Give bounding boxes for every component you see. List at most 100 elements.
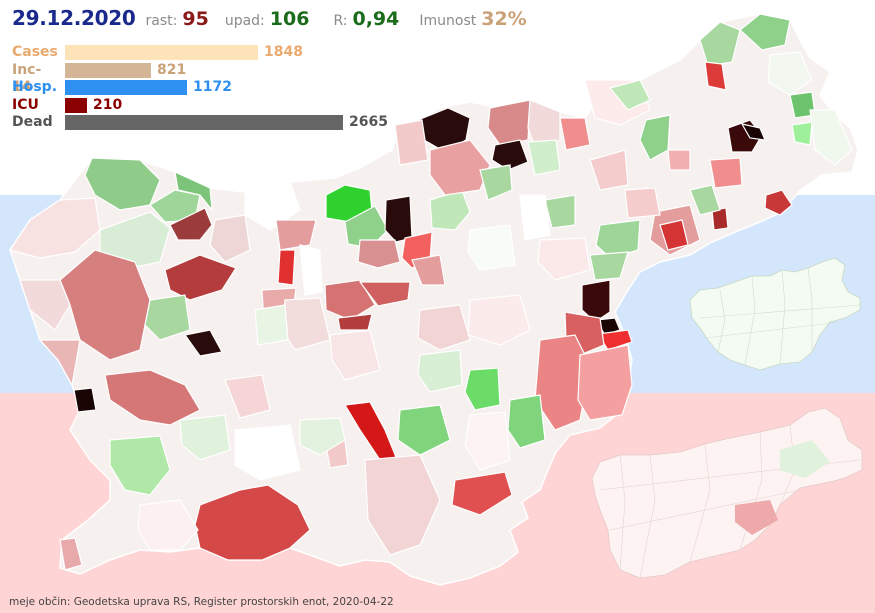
municipality-region: [9, 197, 101, 259]
municipality-region: [659, 219, 689, 251]
municipality-region: [84, 157, 161, 211]
stat-bar-icu: [65, 97, 87, 113]
overview-region-highlight: [735, 500, 778, 535]
municipality-region: [38, 339, 81, 387]
municipality-region: [544, 194, 576, 229]
r-value: 0,94: [352, 8, 400, 30]
municipality-region: [209, 214, 251, 263]
municipality-region: [491, 139, 529, 171]
municipality-region: [384, 195, 413, 243]
overview-borders-blue: [699, 267, 861, 366]
municipality-region: [224, 374, 271, 419]
municipality-region: [411, 254, 446, 286]
municipality-region: [234, 424, 301, 481]
stat-label-dead: Dead: [12, 114, 53, 130]
stat-value-icu: 210: [93, 96, 123, 113]
decline-value: 106: [269, 8, 310, 30]
municipality-region: [577, 344, 633, 421]
summary-line: 29.12.2020 rast: 95 upad: 106 R: 0,94 Im…: [12, 6, 527, 36]
municipality-region: [467, 224, 516, 271]
overview-region-green: [780, 440, 830, 478]
municipality-region: [689, 184, 721, 216]
municipality-region: [527, 139, 561, 176]
municipality-region: [429, 139, 491, 196]
municipality-region: [417, 349, 463, 393]
source-credit: meje občin: Geodetska uprava RS, Registe…: [9, 596, 394, 608]
municipality-region: [740, 123, 766, 141]
stat-value-hosp: 1172: [193, 79, 232, 95]
municipality-region: [169, 207, 213, 241]
decline-label: upad:: [224, 13, 265, 29]
municipality-region: [194, 484, 311, 561]
municipality-region: [451, 471, 513, 516]
stat-value-cases: 1848: [264, 44, 303, 60]
municipality-patches: [9, 13, 853, 571]
growth-value: 95: [182, 8, 209, 30]
municipality-region: [397, 404, 451, 456]
stat-label-inc14: Inc-14: [12, 61, 42, 95]
stat-bar-hosp: [65, 80, 187, 95]
municipality-region: [104, 369, 201, 426]
stat-bar-cases: [65, 45, 258, 60]
stat-label-hosp: Hosp.: [12, 79, 58, 95]
municipality-region: [183, 329, 223, 357]
municipality-region: [299, 244, 323, 296]
municipality-region: [711, 207, 729, 231]
municipality-region: [174, 170, 213, 212]
municipality-region: [809, 109, 853, 166]
municipality-region: [596, 329, 633, 351]
municipality-region: [739, 13, 791, 51]
stat-bar-dead: [65, 115, 343, 130]
municipality-region: [358, 281, 411, 307]
municipality-region: [709, 157, 743, 189]
stat-label-icu: ICU: [12, 96, 39, 113]
municipality-region: [464, 367, 501, 411]
municipality-region: [109, 435, 171, 496]
municipality-region: [559, 117, 591, 151]
municipality-region: [608, 79, 651, 111]
immunity-value: 32%: [481, 8, 527, 30]
municipality-region: [299, 417, 346, 456]
municipality-region: [277, 249, 296, 286]
r-label: R:: [333, 13, 348, 29]
municipality-region: [764, 189, 793, 216]
municipality-region: [507, 394, 546, 449]
municipality-region: [704, 61, 727, 91]
municipality-region: [479, 164, 513, 201]
municipality-region: [537, 237, 591, 281]
municipality-region: [624, 187, 661, 219]
municipality-region: [149, 189, 201, 223]
municipality-region: [275, 219, 317, 251]
municipality-region: [581, 279, 611, 323]
municipality-region: [639, 114, 671, 161]
stat-value-dead: 2665: [349, 114, 388, 130]
date-label: 29.12.2020: [12, 6, 136, 30]
municipality-region: [589, 251, 629, 281]
immunity-label: Imunost: [419, 13, 477, 29]
municipality-region: [329, 329, 381, 381]
municipality-region: [137, 499, 199, 551]
municipality-region: [324, 279, 376, 321]
stat-label-cases: Cases: [12, 44, 58, 60]
municipality-region: [589, 149, 629, 191]
growth-label: rast:: [145, 13, 178, 29]
municipality-region: [467, 294, 531, 346]
municipality-region: [179, 414, 231, 461]
municipality-region: [254, 304, 289, 346]
municipality-region: [344, 205, 389, 249]
municipality-region: [357, 239, 401, 269]
municipality-region: [394, 119, 429, 166]
municipality-region: [164, 254, 237, 301]
municipality-region: [417, 304, 471, 351]
municipality-region: [59, 537, 83, 571]
municipality-region: [364, 454, 441, 556]
municipality-region: [791, 121, 813, 146]
overview-country-outline-pink: [591, 407, 863, 579]
stat-bar-inc14: [65, 62, 151, 78]
municipality-region: [464, 411, 511, 471]
municipality-region: [73, 387, 97, 413]
municipality-region: [59, 249, 151, 361]
